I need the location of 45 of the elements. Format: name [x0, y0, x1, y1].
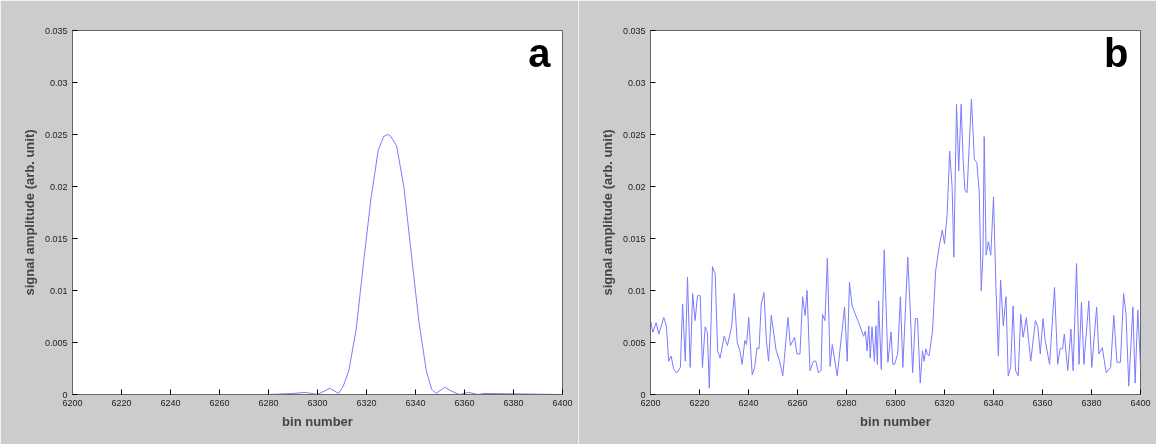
- y-tick-label: 0.01: [49, 285, 68, 296]
- y-tick-label: 0.035: [44, 25, 68, 36]
- y-tick-label: 0.015: [44, 233, 68, 244]
- y-tick-label: 0.025: [622, 129, 646, 140]
- x-tick-label: 6200: [640, 397, 661, 408]
- y-tick-label: 0.02: [49, 181, 68, 192]
- y-tick-label: 0.005: [44, 337, 68, 348]
- x-tick-label: 6300: [885, 397, 906, 408]
- x-tick-label: 6380: [503, 397, 524, 408]
- y-tick-label: 0.025: [44, 129, 68, 140]
- y-axis-title: signal amplitude (arb. unit): [21, 129, 37, 296]
- y-axis-title: signal amplitude (arb. unit): [599, 129, 615, 296]
- x-tick-label: 6400: [1130, 397, 1151, 408]
- y-tick-label: 0.01: [627, 285, 646, 296]
- x-tick-label: 6360: [1032, 397, 1053, 408]
- line-series: [650, 98, 1141, 389]
- x-tick-label: 6260: [787, 397, 808, 408]
- y-tick-label: 0.02: [627, 181, 646, 192]
- x-axis-title: bin number: [860, 413, 931, 429]
- x-tick-label: 6340: [405, 397, 426, 408]
- x-axis-title: bin number: [282, 413, 353, 429]
- x-tick-label: 6340: [983, 397, 1004, 408]
- x-tick-label: 6200: [62, 397, 83, 408]
- annotation: a: [528, 30, 552, 75]
- annotation: b: [1104, 30, 1129, 75]
- x-tick-label: 6240: [160, 397, 181, 408]
- x-tick-label: 6240: [738, 397, 759, 408]
- x-tick-label: 6320: [356, 397, 377, 408]
- x-tick-label: 6400: [552, 397, 573, 408]
- y-tick-label: 0.03: [49, 77, 68, 88]
- y-tick-label: 0.005: [622, 337, 646, 348]
- y-tick-label: 0: [62, 389, 68, 400]
- y-tick-label: 0: [640, 389, 646, 400]
- x-tick-label: 6320: [934, 397, 955, 408]
- x-tick-label: 6260: [209, 397, 230, 408]
- x-tick-label: 6380: [1081, 397, 1102, 408]
- x-tick-label: 6220: [689, 397, 710, 408]
- x-tick-label: 6360: [454, 397, 475, 408]
- x-tick-label: 6220: [111, 397, 132, 408]
- x-tick-label: 6300: [307, 397, 328, 408]
- x-tick-label: 6280: [258, 397, 279, 408]
- y-tick-label: 0.015: [622, 233, 646, 244]
- y-tick-label: 0.03: [627, 77, 646, 88]
- y-tick-label: 0.035: [622, 25, 646, 36]
- x-tick-label: 6280: [836, 397, 857, 408]
